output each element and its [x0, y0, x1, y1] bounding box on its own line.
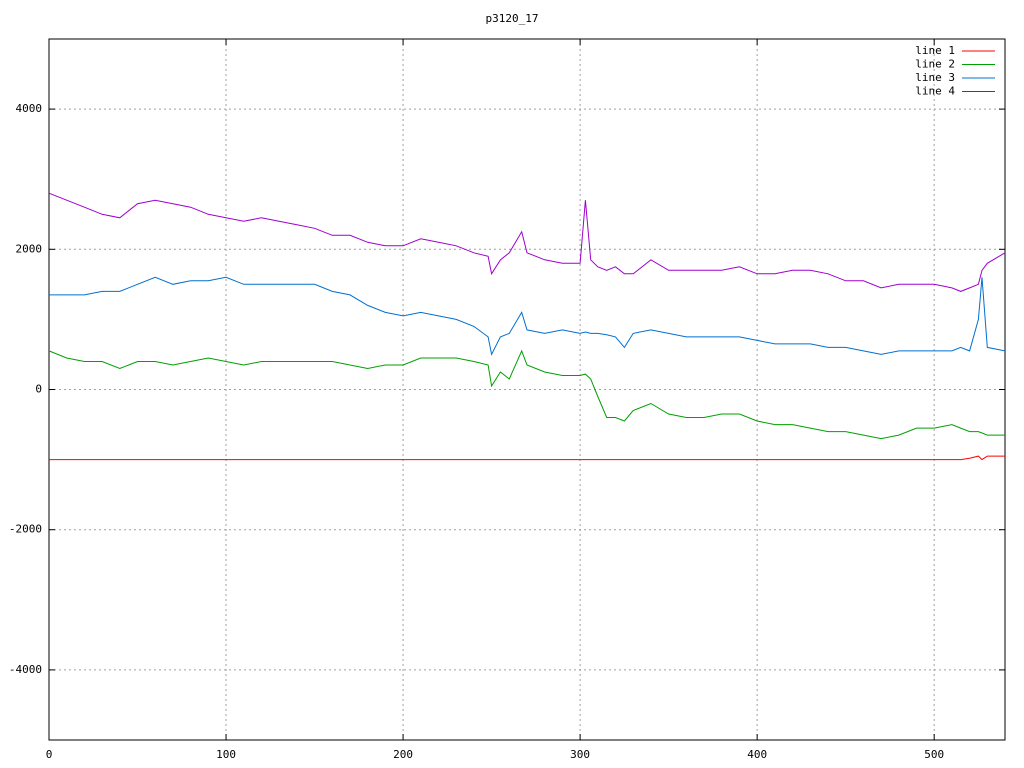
- chart-title: p3120_17: [486, 12, 539, 25]
- x-tick-label: 0: [46, 748, 53, 761]
- y-tick-label: -4000: [9, 663, 42, 676]
- y-tick-label: -2000: [9, 523, 42, 536]
- x-tick-label: 400: [747, 748, 767, 761]
- legend-label: line 1: [915, 44, 955, 57]
- legend-label: line 4: [915, 85, 955, 98]
- y-tick-label: 0: [35, 383, 42, 396]
- data-line: [49, 276, 1006, 356]
- plot-frame: [48, 38, 1006, 741]
- legend-label: line 2: [915, 58, 955, 71]
- x-tick-label: 500: [924, 748, 944, 761]
- x-tick-label: 300: [570, 748, 590, 761]
- x-tick-label: 100: [216, 748, 236, 761]
- data-line: [48, 349, 1005, 440]
- x-tick-label: 200: [393, 748, 413, 761]
- data-line: [49, 455, 1005, 461]
- y-tick-label: 4000: [16, 102, 43, 115]
- legend-label: line 3: [915, 71, 955, 84]
- data-line: [48, 192, 1006, 292]
- y-tick-label: 2000: [16, 242, 43, 255]
